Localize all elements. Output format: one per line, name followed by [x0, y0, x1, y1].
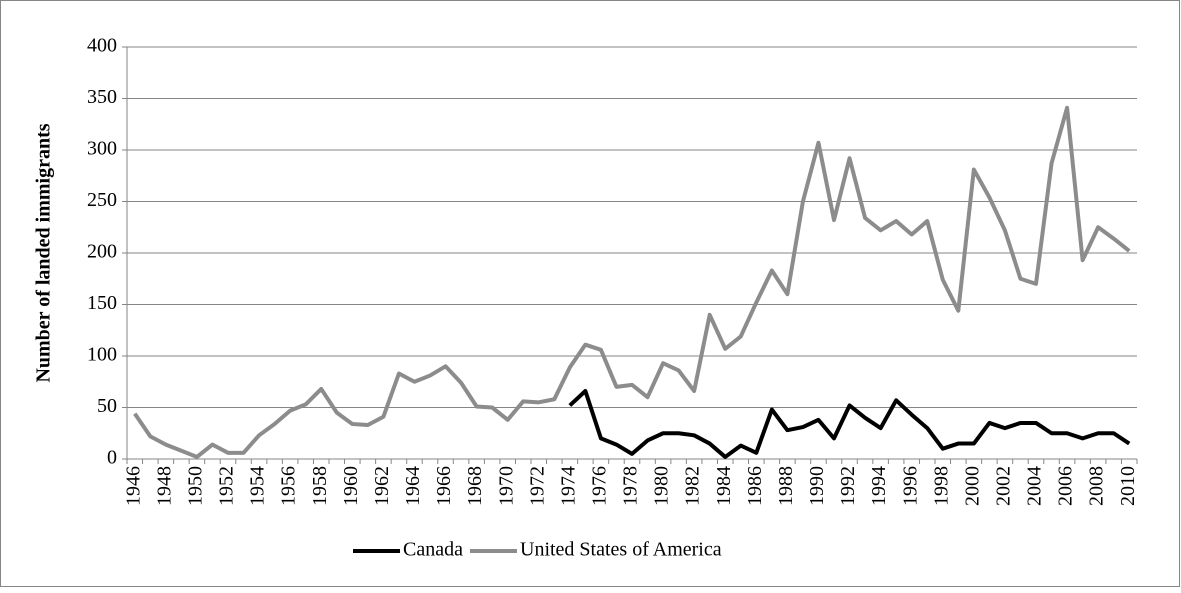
- x-tick-label: 2004: [1024, 466, 1046, 506]
- x-tick-label: 1972: [526, 466, 548, 506]
- x-tick-label: 1948: [153, 466, 175, 506]
- x-tick-label: 2000: [961, 466, 983, 506]
- x-tick-label: 1954: [247, 466, 269, 506]
- x-tick-label: 1990: [806, 466, 828, 506]
- y-axis-label: Number of landed immigrants: [33, 123, 55, 382]
- x-tick-label: 1970: [495, 466, 517, 506]
- y-tick-label: 50: [97, 395, 117, 417]
- series-line: [568, 389, 1131, 459]
- series-line: [133, 105, 1131, 459]
- legend-label: Canada: [403, 539, 463, 561]
- x-tick-label: 1950: [185, 466, 207, 506]
- x-tick-label: 1994: [868, 466, 890, 506]
- x-tick-label: 2002: [993, 466, 1015, 506]
- x-tick-label: 1988: [775, 466, 797, 506]
- x-tick-label: 2006: [1055, 466, 1077, 506]
- x-tick-label: 1958: [309, 466, 331, 506]
- x-tick-label: 1946: [122, 466, 144, 506]
- x-tick-label: 1992: [837, 466, 859, 506]
- y-tick-label: 400: [87, 35, 117, 57]
- x-tick-label: 1964: [402, 466, 424, 506]
- x-tick-label: 1980: [651, 466, 673, 506]
- x-tick-label: 1998: [930, 466, 952, 506]
- y-tick-label: 200: [87, 241, 117, 263]
- x-tick-label: 1978: [620, 466, 642, 506]
- x-tick-label: 1962: [371, 466, 393, 506]
- x-tick-label: 1968: [464, 466, 486, 506]
- x-tick-label: 1976: [589, 466, 611, 506]
- x-tick-label: 1982: [682, 466, 704, 506]
- x-tick-label: 1974: [557, 466, 579, 506]
- x-tick-label: 1966: [433, 466, 455, 506]
- x-tick-label: 1956: [278, 466, 300, 506]
- y-tick-label: 0: [107, 447, 117, 469]
- x-tick-label: 1960: [340, 466, 362, 506]
- x-tick-label: 1952: [216, 466, 238, 506]
- y-tick-label: 150: [87, 292, 117, 314]
- y-tick-label: 250: [87, 189, 117, 211]
- x-tick-label: 1996: [899, 466, 921, 506]
- x-tick-label: 1984: [713, 466, 735, 506]
- y-tick-label: 100: [87, 344, 117, 366]
- x-tick-label: 2010: [1117, 466, 1139, 506]
- legend-label: United States of America: [520, 539, 722, 561]
- x-tick-label: 1986: [744, 466, 766, 506]
- y-tick-label: 300: [87, 138, 117, 160]
- x-tick-label: 2008: [1086, 466, 1108, 506]
- y-tick-label: 350: [87, 86, 117, 108]
